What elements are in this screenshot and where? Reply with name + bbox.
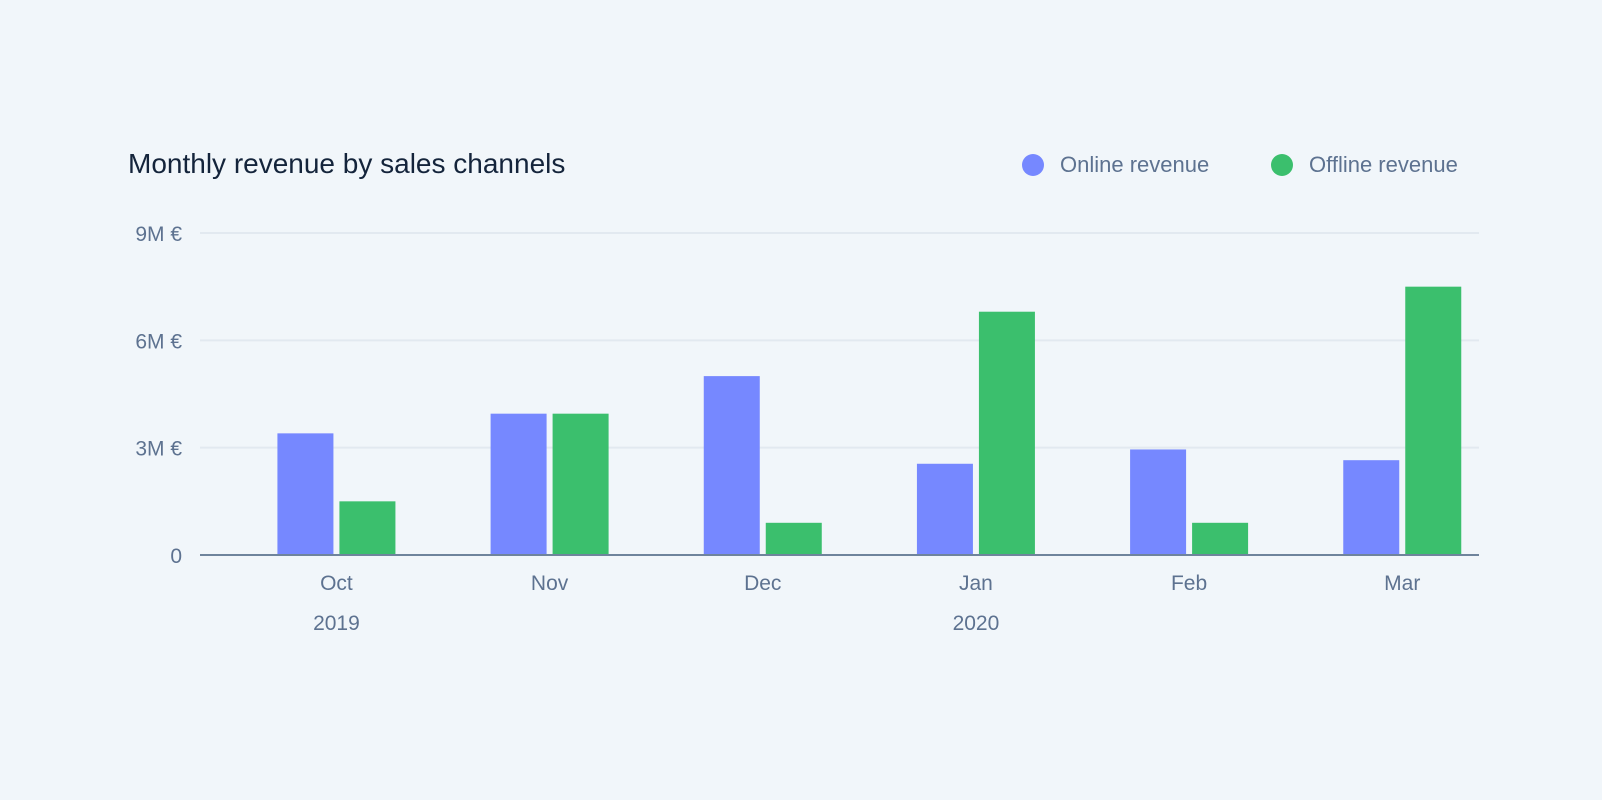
bar-offline-revenue-jan [978, 311, 1035, 555]
bar-online-revenue-jan [916, 463, 973, 555]
x-year-label: 2020 [953, 612, 1000, 635]
x-tick-label: Nov [531, 572, 569, 595]
bar-online-revenue-dec [703, 376, 760, 555]
legend-item-online: Online revenue [1022, 152, 1209, 178]
bar-online-revenue-feb [1130, 449, 1187, 555]
bar-offline-revenue-oct [339, 501, 396, 555]
x-tick-label: Mar [1384, 572, 1420, 595]
bar-offline-revenue-feb [1192, 522, 1249, 555]
bar-online-revenue-oct [277, 433, 334, 555]
y-tick-label: 3M € [135, 438, 182, 461]
legend-label-offline: Offline revenue [1309, 152, 1458, 177]
bar-online-revenue-nov [490, 413, 547, 555]
y-tick-label: 0 [170, 545, 182, 568]
bar-online-revenue-mar [1343, 460, 1400, 555]
x-tick-label: Oct [320, 572, 353, 595]
bar-offline-revenue-nov [552, 413, 609, 555]
bar-offline-revenue-dec [765, 522, 822, 555]
chart-title: Monthly revenue by sales channels [128, 148, 566, 179]
bar-offline-revenue-mar [1405, 286, 1462, 555]
x-year-label: 2019 [313, 612, 360, 635]
x-tick-label: Jan [959, 572, 993, 595]
legend-item-offline: Offline revenue [1271, 152, 1458, 178]
legend-label-online: Online revenue [1060, 152, 1210, 177]
x-tick-label: Feb [1171, 572, 1207, 595]
y-tick-label: 9M € [135, 223, 182, 246]
x-tick-label: Dec [744, 572, 781, 595]
y-tick-label: 6M € [135, 330, 182, 353]
online-legend-dot-icon [1022, 154, 1044, 176]
offline-legend-dot-icon [1271, 154, 1293, 176]
